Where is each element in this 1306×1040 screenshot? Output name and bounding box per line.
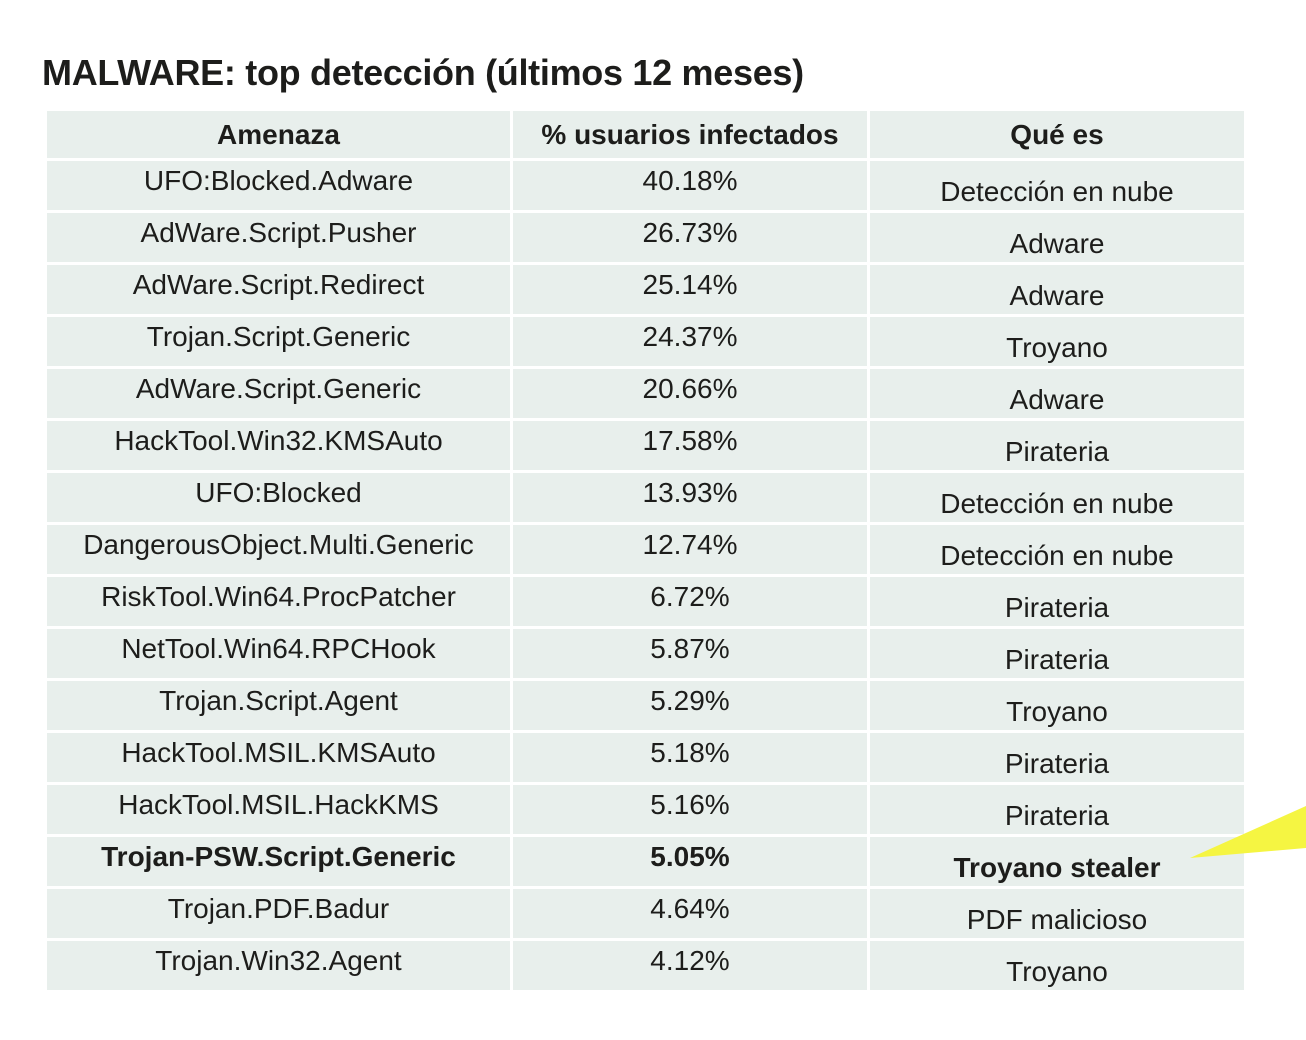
infected-pct-cell: 13.93% xyxy=(513,473,867,522)
infected-pct-cell: 4.64% xyxy=(513,889,867,938)
what-is-cell: Pirateria xyxy=(870,421,1244,470)
infected-pct-cell: 25.14% xyxy=(513,265,867,314)
threat-cell: UFO:Blocked.Adware xyxy=(47,161,510,210)
threat-cell: AdWare.Script.Pusher xyxy=(47,213,510,262)
threat-cell: AdWare.Script.Generic xyxy=(47,369,510,418)
threat-cell: NetTool.Win64.RPCHook xyxy=(47,629,510,678)
infected-pct-cell: 4.12% xyxy=(513,941,867,990)
threat-cell: HackTool.MSIL.HackKMS xyxy=(47,785,510,834)
table-row: AdWare.Script.Pusher 26.73% Adware xyxy=(47,213,1244,262)
infected-pct-cell: 12.74% xyxy=(513,525,867,574)
infected-pct-cell: 5.18% xyxy=(513,733,867,782)
threat-cell: HackTool.Win32.KMSAuto xyxy=(47,421,510,470)
threat-cell: AdWare.Script.Redirect xyxy=(47,265,510,314)
table-row: Trojan.Script.Agent 5.29% Troyano xyxy=(47,681,1244,730)
what-is-cell: Pirateria xyxy=(870,785,1244,834)
table-body: UFO:Blocked.Adware 40.18% Detección en nub… xyxy=(47,161,1244,990)
threat-cell: RiskTool.Win64.ProcPatcher xyxy=(47,577,510,626)
what-is-cell: Pirateria xyxy=(870,733,1244,782)
what-is-cell: Troyano xyxy=(870,941,1244,990)
threat-cell: HackTool.MSIL.KMSAuto xyxy=(47,733,510,782)
infected-pct-cell: 5.16% xyxy=(513,785,867,834)
what-is-cell: Pirateria xyxy=(870,629,1244,678)
table-row: AdWare.Script.Generic 20.66% Adware xyxy=(47,369,1244,418)
threat-cell: Trojan-PSW.Script.Generic xyxy=(47,837,510,886)
what-is-cell: Troyano xyxy=(870,681,1244,730)
threat-cell: DangerousObject.Multi.Generic xyxy=(47,525,510,574)
what-is-cell: Detección en nube xyxy=(870,473,1244,522)
header-infected-users: % usuarios infectados xyxy=(513,111,867,158)
infected-pct-cell: 24.37% xyxy=(513,317,867,366)
threat-cell: UFO:Blocked xyxy=(47,473,510,522)
infected-pct-cell: 5.29% xyxy=(513,681,867,730)
page-title: MALWARE: top detección (últimos 12 meses… xyxy=(42,52,804,93)
table-row: AdWare.Script.Redirect 25.14% Adware xyxy=(47,265,1244,314)
table-row: UFO:Blocked 13.93% Detección en nube xyxy=(47,473,1244,522)
table-row: DangerousObject.Multi.Generic 12.74% Detec… xyxy=(47,525,1244,574)
table-row: RiskTool.Win64.ProcPatcher 6.72% Pirateria xyxy=(47,577,1244,626)
table-row: HackTool.Win32.KMSAuto 17.58% Pirateria xyxy=(47,421,1244,470)
what-is-cell: PDF malicioso xyxy=(870,889,1244,938)
table-row: Trojan-PSW.Script.Generic 5.05% Troyano st… xyxy=(47,837,1244,886)
table-row: HackTool.MSIL.HackKMS 5.16% Pirateria xyxy=(47,785,1244,834)
infected-pct-cell: 6.72% xyxy=(513,577,867,626)
header-threat: Amenaza xyxy=(47,111,510,158)
table-row: NetTool.Win64.RPCHook 5.87% Pirateria xyxy=(47,629,1244,678)
infected-pct-cell: 17.58% xyxy=(513,421,867,470)
threat-cell: Trojan.PDF.Badur xyxy=(47,889,510,938)
what-is-cell: Adware xyxy=(870,369,1244,418)
table-row: Trojan.PDF.Badur 4.64% PDF malicioso xyxy=(47,889,1244,938)
infected-pct-cell: 40.18% xyxy=(513,161,867,210)
table-row: Trojan.Script.Generic 24.37% Troyano xyxy=(47,317,1244,366)
infected-pct-cell: 5.05% xyxy=(513,837,867,886)
what-is-cell: Detección en nube xyxy=(870,161,1244,210)
table-row: HackTool.MSIL.KMSAuto 5.18% Pirateria xyxy=(47,733,1244,782)
infected-pct-cell: 5.87% xyxy=(513,629,867,678)
what-is-cell: Pirateria xyxy=(870,577,1244,626)
table-header-row: Amenaza % usuarios infectados Qué es xyxy=(47,111,1244,158)
threat-cell: Trojan.Script.Agent xyxy=(47,681,510,730)
what-is-cell: Adware xyxy=(870,213,1244,262)
what-is-cell: Troyano stealer xyxy=(870,837,1244,886)
header-what-is: Qué es xyxy=(870,111,1244,158)
what-is-cell: Troyano xyxy=(870,317,1244,366)
infected-pct-cell: 20.66% xyxy=(513,369,867,418)
detection-table: Amenaza % usuarios infectados Qué es UFO… xyxy=(44,108,1247,993)
threat-cell: Trojan.Script.Generic xyxy=(47,317,510,366)
threat-cell: Trojan.Win32.Agent xyxy=(47,941,510,990)
table-row: Trojan.Win32.Agent 4.12% Troyano xyxy=(47,941,1244,990)
table-row: UFO:Blocked.Adware 40.18% Detección en nub… xyxy=(47,161,1244,210)
what-is-cell: Adware xyxy=(870,265,1244,314)
what-is-cell: Detección en nube xyxy=(870,525,1244,574)
infected-pct-cell: 26.73% xyxy=(513,213,867,262)
